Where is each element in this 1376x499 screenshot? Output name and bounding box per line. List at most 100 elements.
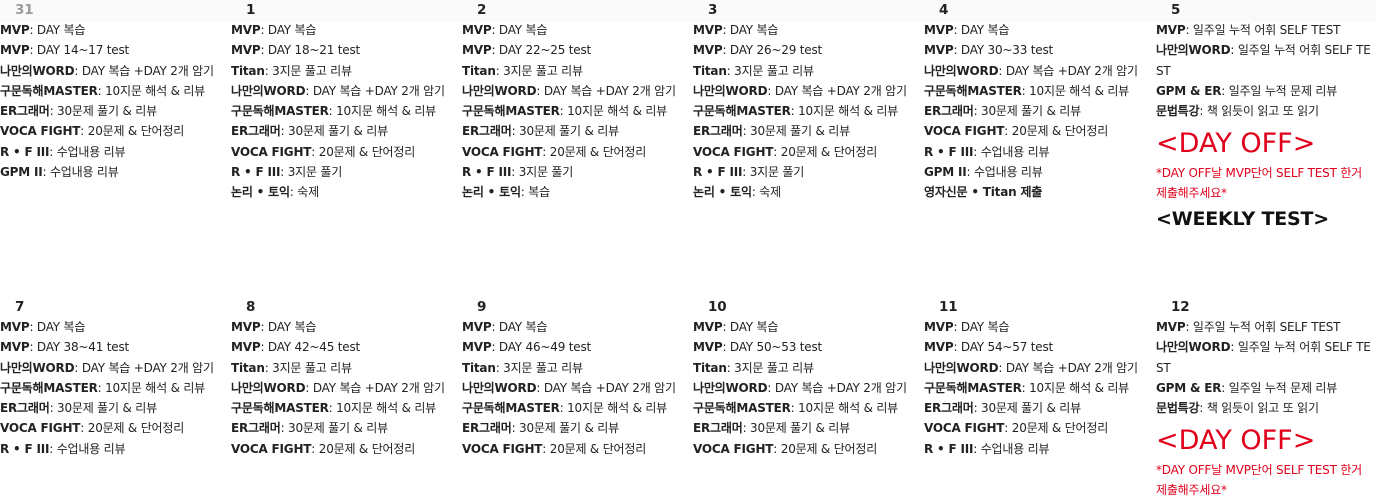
task-line: R • F III: 수업내용 리뷰 <box>0 142 231 162</box>
task-line: 나만의WORD: DAY 복습 +DAY 2개 암기 <box>231 378 462 398</box>
task-detail: : DAY 복습 +DAY 2개 암기 <box>74 63 214 78</box>
task-detail: : 일주일 누적 어휘 SELF TEST <box>1185 320 1341 334</box>
task-line: MVP: 일주일 누적 어휘 SELF TEST <box>1156 317 1376 337</box>
task-line: MVP: DAY 14~17 test <box>0 40 231 60</box>
task-label: Titan <box>693 63 727 78</box>
task-label: R • F III <box>0 144 50 159</box>
task-detail: : 30문제 풀기 & 리뷰 <box>973 401 1082 416</box>
day-cell-2[interactable]: 2 MVP: DAY 복습 MVP: DAY 22~25 test Titan: 3지… <box>462 0 693 297</box>
task-label: ER그래머 <box>693 124 743 139</box>
day-number: 11 <box>939 299 958 315</box>
task-line: 나만의WORD: 일주일 누적 어휘 SELF TEST <box>1156 40 1376 81</box>
task-line: 나만의WORD: DAY 복습 +DAY 2개 암기 <box>462 378 693 398</box>
task-label: 나만의WORD <box>231 380 306 395</box>
day-cell-1[interactable]: 1 MVP: DAY 복습 MVP: DAY 18~21 test Titan: 3지… <box>231 0 462 297</box>
task-detail: : DAY 복습 +DAY 2개 암기 <box>536 83 676 98</box>
day-cell-3[interactable]: 3 MVP: DAY 복습 MVP: DAY 26~29 test Titan: 3지… <box>693 0 924 297</box>
task-detail: : 20문제 & 단어정리 <box>311 441 416 456</box>
task-detail: : 30문제 풀기 & 리뷰 <box>49 104 158 119</box>
task-detail: : 책 읽듯이 읽고 또 읽기 <box>1199 401 1319 416</box>
task-label: VOCA FIGHT <box>693 441 774 456</box>
task-label: 문법특강 <box>1156 104 1200 119</box>
day-number: 3 <box>708 2 718 18</box>
task-label: 나만의WORD <box>462 83 537 98</box>
task-label: 논리 • 토익 <box>693 185 752 200</box>
task-detail: : 일주일 누적 문제 리뷰 <box>1221 380 1338 395</box>
task-line: Titan: 3지문 풀고 리뷰 <box>462 61 693 81</box>
task-detail: : 일주일 누적 어휘 SELF TEST <box>1156 43 1371 78</box>
task-detail: : 20문제 & 단어정리 <box>1004 124 1109 139</box>
task-detail: : 10지문 해석 & 리뷰 <box>790 104 899 119</box>
day-cell-31[interactable]: 31 MVP: DAY 복습 MVP: DAY 14~17 test 나만의WORD:… <box>0 0 231 297</box>
day-number: 1 <box>246 2 256 18</box>
day-cell-8[interactable]: 8 MVP: DAY 복습 MVP: DAY 42~45 test Titan: 3지… <box>231 297 462 499</box>
task-label: 나만의WORD <box>924 63 999 78</box>
task-label: R • F III <box>924 144 974 159</box>
task-detail: : 30문제 풀기 & 리뷰 <box>973 104 1082 119</box>
task-label: 나만의WORD <box>924 360 999 375</box>
task-label: 논리 • 토익 <box>462 185 521 200</box>
day-number: 5 <box>1171 2 1181 18</box>
task-label: 구문독해MASTER <box>0 83 98 98</box>
task-line: ER그래머: 30문제 풀기 & 리뷰 <box>462 418 693 438</box>
day-number: 10 <box>708 299 727 315</box>
task-label: VOCA FIGHT <box>462 441 543 456</box>
task-label: VOCA FIGHT <box>231 441 312 456</box>
task-line: 구문독해MASTER: 10지문 해석 & 리뷰 <box>693 398 924 418</box>
task-detail: : 일주일 누적 어휘 SELF TEST <box>1185 23 1341 37</box>
task-line: 나만의WORD: DAY 복습 +DAY 2개 암기 <box>0 61 231 81</box>
task-label: ER그래머 <box>924 401 974 416</box>
task-detail: : 20문제 & 단어정리 <box>542 441 647 456</box>
task-label: MVP <box>0 340 30 355</box>
task-detail: : 3지문 풀고 리뷰 <box>264 63 352 78</box>
task-detail: : DAY 30~33 test <box>953 43 1053 58</box>
task-detail: : DAY 14~17 test <box>29 43 129 58</box>
day-cell-5[interactable]: 5 MVP: 일주일 누적 어휘 SELF TEST 나만의WORD: 일주일 누적… <box>1156 0 1376 297</box>
task-line: MVP: DAY 복습 <box>693 20 924 40</box>
task-label: ER그래머 <box>462 124 512 139</box>
task-line: MVP: DAY 42~45 test <box>231 337 462 357</box>
task-detail: : 수업내용 리뷰 <box>966 165 1043 180</box>
task-line: Titan: 3지문 풀고 리뷰 <box>693 61 924 81</box>
task-detail: : 30문제 풀기 & 리뷰 <box>280 421 389 436</box>
task-label: 나만의WORD <box>231 83 306 98</box>
day-cell-7[interactable]: 7 MVP: DAY 복습 MVP: DAY 38~41 test 나만의WORD: … <box>0 297 231 499</box>
task-line: MVP: DAY 복습 <box>462 317 693 337</box>
day-cell-11[interactable]: 11 MVP: DAY 복습 MVP: DAY 54~57 test 나만의WORD:… <box>924 297 1155 499</box>
task-line: VOCA FIGHT: 20문제 & 단어정리 <box>693 439 924 459</box>
task-line: 나만의WORD: 일주일 누적 어휘 SELF TEST <box>1156 337 1376 378</box>
task-line: VOCA FIGHT: 20문제 & 단어정리 <box>231 142 462 162</box>
task-line: MVP: DAY 38~41 test <box>0 337 231 357</box>
task-label: ER그래머 <box>924 104 974 119</box>
task-line: 나만의WORD: DAY 복습 +DAY 2개 암기 <box>693 81 924 101</box>
task-label: VOCA FIGHT <box>924 421 1005 436</box>
day-cell-10[interactable]: 10 MVP: DAY 복습 MVP: DAY 50~53 test Titan: 3… <box>693 297 924 499</box>
task-line: 논리 • 토익: 숙제 <box>231 182 462 202</box>
task-label: MVP <box>924 320 954 334</box>
task-label: MVP <box>924 43 954 58</box>
task-detail: : 일주일 누적 어휘 SELF TEST <box>1156 340 1371 375</box>
task-detail: : 3지문 풀기 <box>280 165 343 180</box>
task-detail: : 수업내용 리뷰 <box>973 144 1050 159</box>
task-line: GPM II: 수업내용 리뷰 <box>0 162 231 182</box>
task-line: 영자신문 • Titan 제출 <box>924 182 1155 202</box>
task-line: R • F III: 수업내용 리뷰 <box>924 439 1155 459</box>
task-line: GPM II: 수업내용 리뷰 <box>924 162 1155 182</box>
task-line: MVP: DAY 복습 <box>0 317 231 337</box>
task-line: Titan: 3지문 풀고 리뷰 <box>231 358 462 378</box>
task-line: 나만의WORD: DAY 복습 +DAY 2개 암기 <box>924 358 1155 378</box>
task-line: 나만의WORD: DAY 복습 +DAY 2개 암기 <box>231 81 462 101</box>
day-cell-9[interactable]: 9 MVP: DAY 복습 MVP: DAY 46~49 test Titan: 3지… <box>462 297 693 499</box>
task-label: 구문독해MASTER <box>0 380 98 395</box>
task-label: MVP <box>693 43 723 58</box>
task-line: MVP: DAY 54~57 test <box>924 337 1155 357</box>
day-cell-4[interactable]: 4 MVP: DAY 복습 MVP: DAY 30~33 test 나만의WORD: … <box>924 0 1155 297</box>
task-label: MVP <box>231 23 261 37</box>
task-line: 구문독해MASTER: 10지문 해석 & 리뷰 <box>231 101 462 121</box>
day-cell-12[interactable]: 12 MVP: 일주일 누적 어휘 SELF TEST 나만의WORD: 일주일 누… <box>1156 297 1376 499</box>
task-label: 구문독해MASTER <box>924 83 1022 98</box>
task-detail: : DAY 복습 <box>260 23 317 37</box>
task-label: 나만의WORD <box>1156 43 1231 58</box>
task-label: R • F III <box>462 165 512 180</box>
task-detail: : 20문제 & 단어정리 <box>773 441 878 456</box>
